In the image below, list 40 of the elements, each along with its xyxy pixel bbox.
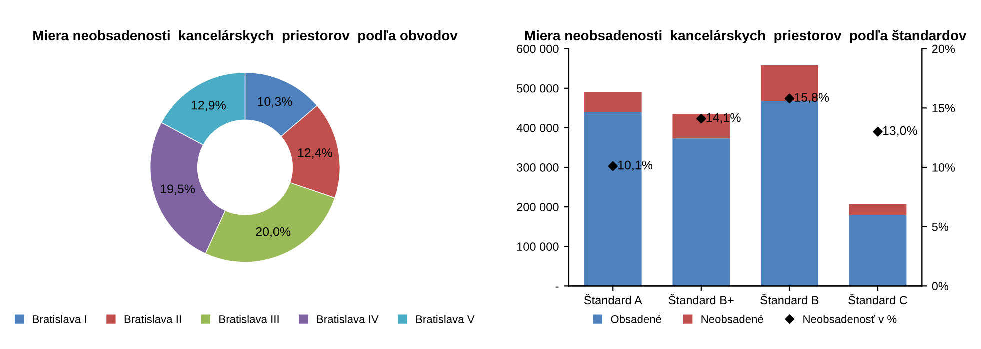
- point: [696, 114, 706, 124]
- y-tick-label: -: [556, 286, 559, 288]
- bar: [672, 138, 730, 286]
- legend-label: Bratislava III: [220, 315, 279, 324]
- legend-label: Bratislava IV: [317, 315, 379, 324]
- legend-label: Neobsadené: [702, 315, 764, 324]
- data-label: 13,0%: [883, 126, 918, 137]
- data-label: 10,3%: [258, 97, 292, 108]
- bar: [584, 92, 642, 112]
- y-tick-label: 500 000: [517, 84, 559, 93]
- legend-label: Bratislava I: [33, 315, 86, 324]
- y-tick-label: 100 000: [517, 242, 559, 252]
- point: [608, 161, 618, 172]
- legend-label: Bratislava II: [124, 315, 182, 324]
- y-tick-label: 300 000: [517, 164, 559, 172]
- y2-tick-label: 20%: [932, 44, 956, 54]
- x-tick-label: Štandard C: [848, 294, 908, 305]
- y2-tick-label: 10%: [932, 164, 956, 172]
- x-tick-label: Štandard B: [760, 294, 819, 305]
- point: [784, 94, 795, 104]
- legend-label: Neobsadenosť v %: [804, 315, 897, 324]
- y2-tick-label: 0%: [932, 282, 949, 291]
- data-label: 19,5%: [160, 184, 196, 196]
- bar: [849, 215, 907, 286]
- legend-label: Bratislava V: [416, 315, 475, 324]
- data-label: 12,4%: [298, 148, 332, 159]
- y-tick-label: 600 000: [517, 44, 559, 54]
- x-tick-label: Štandard A: [584, 294, 642, 305]
- y2-tick-label: 5%: [932, 222, 949, 232]
- data-label: 12,9%: [192, 100, 226, 112]
- point: [873, 127, 883, 137]
- x-tick-label: Štandard B+: [668, 294, 734, 305]
- y2-tick-label: 15%: [932, 104, 956, 113]
- bar: [849, 204, 907, 216]
- y-tick-label: 400 000: [516, 124, 559, 132]
- chart-title: Miera neobsadenosti kancelárskych priestorov podľa štandardov: [525, 30, 967, 44]
- legend-label: Obsadené: [611, 315, 662, 324]
- y-tick-label: 200 000: [517, 203, 559, 212]
- chart-title: Miera neobsadenosti kancelárskych priestorov podľa obvodov: [34, 30, 458, 44]
- data-label: 20,0%: [256, 227, 291, 238]
